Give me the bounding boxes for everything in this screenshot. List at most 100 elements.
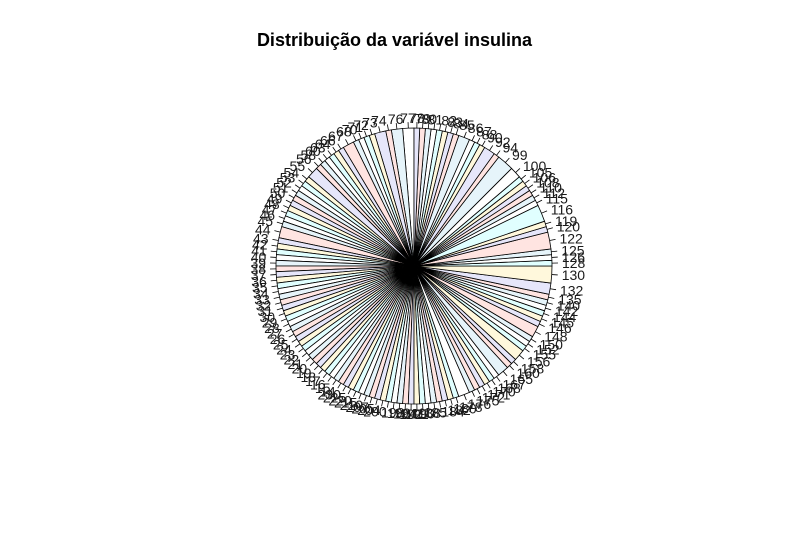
pie-label: 94 [502,139,518,155]
pie-label: 76 [388,111,404,127]
pie-label: 60 [305,143,321,159]
pie-tick [471,135,475,141]
pie-tick [519,354,525,360]
pie-label: 46 [259,207,275,223]
pie-label: 55 [290,158,306,174]
pie-label: 71 [347,119,363,135]
pie-tick [294,184,301,189]
pie-label: 190 [411,406,435,422]
pie-tick [444,125,447,132]
pie-label: 220 [328,392,352,408]
pie-tick [545,221,552,225]
pie-tick [280,318,287,322]
pie-tick [513,361,519,366]
pie-tick [530,189,537,194]
pie-label: 67 [328,128,344,144]
pie-label: 175 [476,392,500,408]
pie-tick [541,318,548,322]
pie-label: 185 [424,404,448,420]
pie-label: 106 [533,170,557,186]
pie-label: 108 [536,175,560,191]
pie-label: 30 [259,309,275,325]
pie-label: 178 [459,399,483,415]
pie-tick [386,124,389,131]
pie-tick [273,296,280,299]
pie-tick [539,323,545,327]
pie-tick [285,199,292,204]
pie-label: 210 [340,397,364,413]
pie-tick [280,210,287,214]
pie-label: 205 [351,401,375,417]
pie-label: 83 [447,114,463,130]
pie-tick [358,132,362,139]
pie-label: 215 [334,395,358,411]
pie-label: 180 [453,401,477,417]
pie-label: 135 [558,291,582,307]
pie-label: 64 [315,136,331,152]
pie-label: 130 [562,267,586,283]
pie-label: 32 [256,297,272,313]
pie-label: 15 [315,380,331,396]
pie-tick [301,174,308,180]
pie-label: 88 [482,126,498,142]
pie-label: 194 [393,406,417,422]
pie-label: 47 [262,201,278,217]
pie-tick [327,376,332,382]
pie-label: 170 [492,384,516,400]
pie-tick [298,348,304,353]
pie-labels: 7776747372717068676664636058565554535251… [250,110,585,422]
pie-tick [546,302,553,305]
pie-label: 79 [415,110,431,126]
pie-tick [314,161,319,167]
pie-label: 156 [527,354,551,370]
pie-label: 142 [555,303,579,319]
pie-label: 99 [512,147,528,163]
pie-tick [353,391,357,397]
pie-label: 49 [267,190,283,206]
pie-label: 158 [521,360,545,376]
pie-label: 27 [267,326,283,342]
pie-label: 53 [280,170,296,186]
pie-tick [533,194,540,199]
pie-label: 167 [502,377,526,393]
pie-tick [337,382,342,389]
pie-tick [527,184,534,189]
pie-tick [489,145,494,151]
pie-label: 48 [264,196,280,212]
pie-tick [347,388,352,395]
pie-label: 28 [264,320,280,336]
pie-tick [496,150,501,156]
pie-label: 81 [428,112,444,128]
pie-label: 23 [280,346,296,362]
pie-tick [515,168,521,173]
pie-label: 119 [555,213,578,229]
pie-label: 144 [553,309,577,325]
pie-label: 85 [459,117,475,133]
pie-label: 188 [418,405,442,421]
pie-tick [276,221,283,225]
pie-tick [439,401,442,408]
pie-tick [301,352,308,358]
pie-label: 51 [273,180,289,196]
pie-label: 52 [276,175,292,191]
pie-tick [381,400,384,407]
pie-tick [298,179,304,184]
pie-tick [433,402,436,409]
pie-label: 36 [251,273,267,289]
pie-label: 122 [559,231,583,247]
pie-tick [337,143,342,150]
pie-label: 80 [421,111,437,127]
pie-tick [509,365,514,371]
pie-label: 37 [251,267,267,283]
pie-label: 152 [536,341,560,357]
pie-label: 38 [250,261,266,277]
pie-tick [433,123,436,130]
pie-tick [272,238,279,241]
pie-label: 132 [560,282,584,298]
pie-label: 41 [251,243,267,259]
pie-tick [439,124,442,131]
pie-tick [288,194,295,199]
pie-tick [369,397,373,404]
pie-tick [274,230,281,233]
pie-label: 112 [543,185,566,201]
